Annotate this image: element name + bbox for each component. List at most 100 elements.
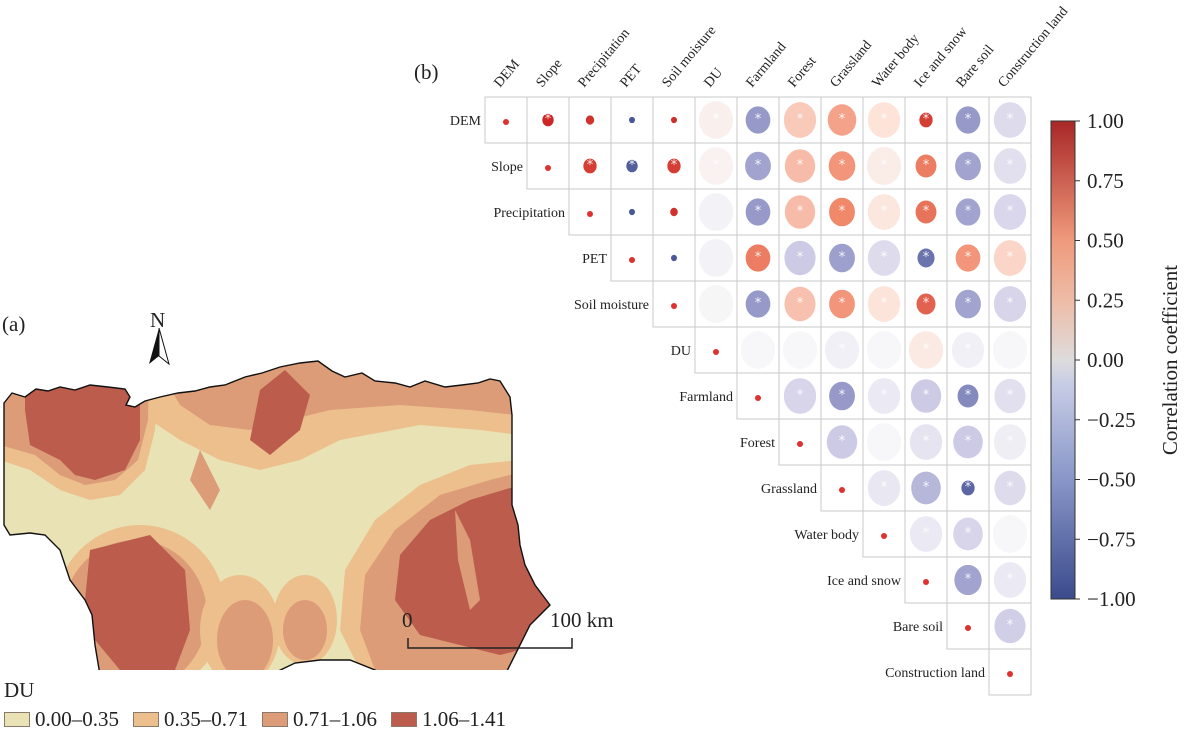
correlation-circle	[828, 151, 856, 181]
correlation-circle	[824, 331, 860, 369]
legend-swatch	[133, 712, 159, 727]
diagonal-dot	[1007, 671, 1013, 677]
significance-star: *	[881, 480, 888, 495]
significance-star: *	[1007, 158, 1014, 173]
correlation-circle	[698, 239, 734, 277]
significance-star: *	[965, 526, 972, 541]
correlation-circle	[629, 208, 635, 216]
row-label: Farmland	[679, 390, 733, 405]
correlation-circle	[745, 106, 771, 134]
correlation-circle	[829, 197, 855, 227]
correlation-circle	[542, 113, 554, 127]
significance-star: *	[797, 250, 804, 265]
correlation-circle	[629, 116, 635, 124]
correlation-circle	[784, 149, 816, 183]
significance-star: *	[839, 158, 846, 173]
matrix-cell	[526, 142, 570, 190]
correlation-circle	[915, 154, 937, 178]
diagonal-dot	[965, 625, 971, 631]
correlation-circle	[954, 564, 982, 596]
significance-star: *	[965, 480, 972, 495]
correlation-circle	[784, 286, 816, 322]
correlation-circle	[993, 286, 1027, 322]
column-label: Bare soil	[954, 42, 998, 90]
significance-star: *	[965, 296, 972, 311]
column-label: Slope	[534, 56, 566, 90]
correlation-circle	[961, 480, 975, 496]
significance-star: *	[839, 342, 846, 357]
correlation-circle	[745, 290, 771, 318]
correlation-circle	[745, 151, 771, 181]
significance-star: *	[965, 388, 972, 403]
colorbar-tick-label: 0.50	[1087, 229, 1124, 253]
column-label: DU	[702, 65, 726, 90]
legend-label: 0.71–1.06	[293, 707, 377, 731]
colorbar-tick-label: 1.00	[1087, 109, 1124, 133]
diagonal-dot	[797, 441, 803, 447]
correlation-circle	[992, 331, 1028, 369]
correlation-circle	[993, 194, 1027, 230]
legend-item: 0.71–1.06	[262, 707, 377, 732]
significance-star: *	[1007, 250, 1014, 265]
row-label: Soil moisture	[574, 298, 649, 313]
significance-star: *	[1007, 388, 1014, 403]
correlation-circle	[583, 158, 597, 174]
matrix-cell	[946, 556, 990, 604]
colorbar	[1050, 120, 1076, 600]
correlation-circle	[994, 378, 1026, 414]
correlation-circle	[955, 151, 981, 181]
diagonal-dot	[755, 395, 761, 401]
correlation-circle	[698, 147, 734, 185]
significance-star: *	[965, 572, 972, 587]
legend-swatch	[4, 712, 30, 727]
correlation-circle	[670, 207, 678, 217]
row-label: Water body	[794, 528, 859, 543]
significance-star: *	[881, 112, 888, 127]
significance-star: *	[1007, 434, 1014, 449]
significance-star: *	[1007, 112, 1014, 127]
correlation-circle	[919, 112, 933, 128]
significance-star: *	[923, 204, 930, 219]
correlation-circle	[829, 243, 855, 273]
correlation-circle	[953, 517, 983, 551]
correlation-circle	[955, 244, 981, 272]
diagonal-dot	[545, 165, 551, 171]
correlation-circle	[951, 332, 985, 368]
correlation-circle	[915, 200, 937, 224]
correlation-circle	[671, 116, 677, 124]
legend-label: 0.00–0.35	[35, 707, 119, 731]
colorbar-tick-label: −0.25	[1087, 408, 1136, 432]
row-label: DEM	[450, 114, 482, 129]
legend-swatch	[391, 712, 417, 727]
correlation-circle	[993, 148, 1027, 184]
correlation-circle	[866, 147, 902, 185]
column-label: PET	[618, 62, 646, 91]
correlation-circle	[829, 289, 855, 319]
column-label: DEM	[492, 57, 524, 91]
north-label: N	[150, 308, 166, 332]
significance-star: *	[1007, 572, 1014, 587]
correlation-circle	[827, 104, 857, 136]
significance-star: *	[839, 250, 846, 265]
significance-star: *	[839, 296, 846, 311]
row-label: Construction land	[885, 666, 985, 681]
legend-item: 1.06–1.41	[391, 707, 506, 732]
correlation-circle	[829, 381, 855, 411]
region-boundary	[3, 360, 551, 670]
correlation-circle	[866, 423, 902, 461]
significance-star: *	[1007, 480, 1014, 495]
correlation-circle	[867, 286, 901, 322]
significance-star: *	[839, 388, 846, 403]
legend-item: 0.00–0.35	[4, 707, 119, 732]
correlation-circle	[909, 424, 943, 460]
legend-items: 0.00–0.35 0.35–0.71 0.71–1.06 1.06–1.41	[4, 707, 506, 732]
row-label: PET	[582, 252, 607, 267]
correlation-circle	[866, 331, 902, 369]
correlation-circle	[671, 254, 677, 262]
correlation-circle	[910, 379, 942, 413]
significance-star: *	[839, 112, 846, 127]
diagonal-dot	[587, 211, 593, 217]
significance-star: *	[755, 296, 762, 311]
